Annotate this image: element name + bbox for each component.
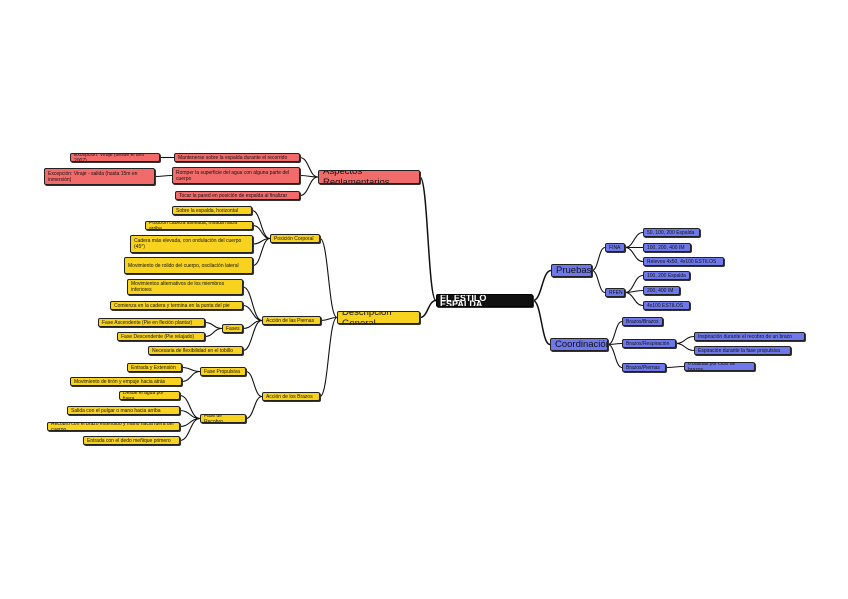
connector-line xyxy=(419,176,437,302)
connector-line xyxy=(419,299,437,319)
subtopic-fases[interactable]: Fases xyxy=(222,324,243,333)
subtopic[interactable]: Espiración durante la fase propulsiva xyxy=(694,346,791,355)
connector-line xyxy=(532,269,552,302)
connector-line xyxy=(179,417,201,442)
subtopic[interactable]: Romper la superficie del agua con alguna… xyxy=(172,167,300,184)
subtopic-brazos-respiracion[interactable]: Brazos/Respiración xyxy=(622,339,676,348)
connector-line xyxy=(251,209,271,240)
connector-line xyxy=(245,395,263,420)
connector-line xyxy=(181,366,201,373)
subtopic[interactable]: Excepción: Viraje (desde el año 2007) xyxy=(70,153,160,162)
subtopic[interactable]: Movimientos alternativos de los miembros… xyxy=(127,279,243,295)
connector-line xyxy=(591,269,606,294)
subtopic[interactable]: Desde el agua por fuera xyxy=(119,391,180,400)
connector-line xyxy=(242,286,263,322)
subtopic-rfen[interactable]: RFEN xyxy=(605,288,625,297)
central-topic[interactable]: EL ESTILO ESPALDA xyxy=(436,294,533,307)
subtopic[interactable]: 50, 100, 200 Espalda xyxy=(643,228,700,237)
topic-descripcion-general[interactable]: Descripción General xyxy=(337,311,420,324)
subtopic[interactable]: Comienza en la cadera y termina en la pu… xyxy=(110,301,243,310)
connector-line xyxy=(204,321,223,330)
connector-line xyxy=(675,335,695,345)
connector-line xyxy=(591,246,606,272)
subtopic[interactable]: 200, 400 IM xyxy=(643,286,680,295)
connector-line xyxy=(532,299,551,346)
connector-line xyxy=(320,316,338,322)
connector-line xyxy=(624,274,644,294)
connector-line xyxy=(319,237,338,319)
subtopic[interactable]: Relevos 4x50, 4x100 ESTILOS xyxy=(643,257,724,266)
subtopic[interactable]: Fase Descendente (Pie relajado) xyxy=(117,332,205,341)
subtopic-fase-recobro[interactable]: Fase de Recobro xyxy=(200,414,246,423)
subtopic[interactable]: Tocar la pared en posición de espalda al… xyxy=(175,191,300,200)
connector-line xyxy=(624,246,644,263)
subtopic[interactable]: Fase Ascendente (Pie en flexión plantar) xyxy=(98,318,205,327)
subtopic[interactable]: Sobre la espalda, horizontal xyxy=(172,206,252,215)
subtopic-accion-piernas[interactable]: Acción de las Piernas xyxy=(262,316,321,325)
connector-line xyxy=(204,327,223,338)
connector-line xyxy=(665,365,685,369)
subtopic[interactable]: Entrada y Extensión xyxy=(127,363,182,372)
subtopic[interactable]: Inspiración durante el recobro de un bra… xyxy=(694,332,805,341)
topic-coordinacion[interactable]: Coordinación xyxy=(550,338,608,351)
subtopic[interactable]: Movimiento de tirón y empuje hacia atrás xyxy=(70,377,182,386)
subtopic-fase-propulsiva[interactable]: Fase Propulsiva xyxy=(200,367,246,376)
connector-line xyxy=(154,174,173,178)
connector-line xyxy=(607,320,623,346)
subtopic[interactable]: Movimiento de rolido del cuerpo, oscilac… xyxy=(124,257,253,274)
topic-aspectos-reglamentarios[interactable]: Aspectos Reglamentarios xyxy=(318,170,420,184)
subtopic-accion-brazos[interactable]: Acción de los Brazos xyxy=(262,392,320,401)
connector-line xyxy=(319,316,338,398)
subtopic[interactable]: 100, 200 Espalda xyxy=(643,271,690,280)
connector-line xyxy=(299,176,319,197)
connector-line xyxy=(252,237,271,267)
subtopic-brazos-piernas[interactable]: Brazos/Piernas xyxy=(622,363,666,372)
subtopic[interactable]: Posición cabeza alineada, mirada hacia a… xyxy=(145,221,253,230)
subtopic-fina[interactable]: FINA xyxy=(605,243,625,252)
subtopic[interactable]: 4x100 ESTILOS xyxy=(643,301,690,310)
subtopic[interactable]: Cadera más elevada, con ondulación del c… xyxy=(130,235,253,253)
connector-line xyxy=(181,370,201,383)
subtopic[interactable]: 6 batidas por ciclo de brazos xyxy=(684,362,755,371)
connector-line xyxy=(607,343,623,369)
connector-line xyxy=(624,231,644,249)
subtopic-posicion-corporal[interactable]: Posición Corporal xyxy=(270,234,320,243)
subtopic[interactable]: 100, 200, 400 IM xyxy=(643,243,691,252)
connector-line xyxy=(242,304,263,322)
topic-pruebas[interactable]: Pruebas xyxy=(551,264,592,277)
connector-line xyxy=(624,291,644,307)
subtopic-brazos-brazos[interactable]: Brazos/Brazos xyxy=(622,317,663,326)
connector-line xyxy=(245,370,263,398)
subtopic[interactable]: Mantenerse sobre la espalda durante el r… xyxy=(174,153,300,162)
subtopic[interactable]: Excepción: Viraje - salida (hasta 15m en… xyxy=(44,168,155,185)
subtopic[interactable]: Necesaria de flexibilidad en el tobillo xyxy=(148,346,243,355)
connector-line xyxy=(675,342,695,352)
subtopic[interactable]: Salida con el pulgar o mano hacia arriba xyxy=(67,406,180,415)
subtopic[interactable]: Recobro con el brazo extendido y mano ha… xyxy=(47,422,180,431)
subtopic[interactable]: Entrada con el dedo meñique primero xyxy=(83,436,180,445)
connector-line xyxy=(299,156,319,178)
connector-line xyxy=(242,319,263,352)
